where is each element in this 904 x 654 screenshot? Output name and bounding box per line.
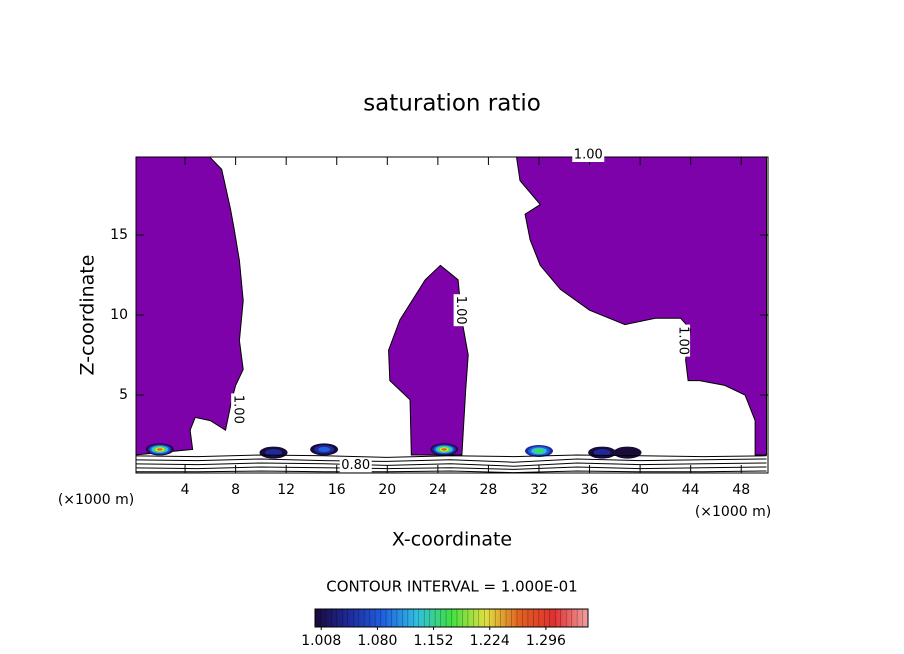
contour-line bbox=[136, 466, 767, 470]
x-tick-label: 8 bbox=[231, 482, 240, 498]
x-tick-label: 24 bbox=[429, 482, 447, 498]
x-unit-label: (×1000 m) bbox=[58, 492, 134, 508]
contour-region bbox=[516, 157, 767, 456]
y-tick-label: 15 bbox=[110, 227, 128, 243]
local-maximum bbox=[156, 448, 163, 451]
contour-region bbox=[388, 264, 469, 456]
contour-label: 0.80 bbox=[341, 458, 370, 473]
contour-label: 1.00 bbox=[231, 395, 246, 424]
colorbar: 1.008 1.080 1.152 1.224 1.296 bbox=[301, 608, 589, 649]
x-tick-label: 28 bbox=[480, 482, 498, 498]
x-tick-label: 12 bbox=[277, 482, 295, 498]
x-tick-label: 36 bbox=[581, 482, 599, 498]
contour-label: 1.00 bbox=[453, 296, 468, 325]
local-maximum bbox=[613, 446, 642, 459]
contour-label: 1.00 bbox=[676, 326, 691, 355]
x-tick-label: 44 bbox=[682, 482, 700, 498]
plot-area bbox=[136, 157, 767, 473]
contour-label-bg bbox=[676, 324, 691, 357]
colorbar-tick-label: 1.152 bbox=[414, 633, 454, 649]
local-maximum bbox=[318, 446, 331, 452]
x-tick-label: 32 bbox=[530, 482, 548, 498]
contour-label: 1.00 bbox=[574, 148, 603, 163]
x-tick-label: 40 bbox=[631, 482, 649, 498]
x-tick-label: 16 bbox=[328, 482, 346, 498]
contour-region bbox=[136, 157, 244, 456]
x-tick-label: 20 bbox=[378, 482, 396, 498]
contour-line bbox=[136, 462, 767, 467]
chart-title: saturation ratio bbox=[363, 91, 541, 117]
local-maximum bbox=[441, 448, 447, 451]
y-tick-label: 10 bbox=[110, 307, 128, 323]
contour-line bbox=[136, 470, 767, 473]
contour-label-bg bbox=[339, 458, 372, 473]
contour-label-bg bbox=[572, 148, 605, 162]
x-unit-label: (×1000 m) bbox=[695, 504, 771, 520]
local-maximum bbox=[593, 449, 611, 457]
x-tick-label: 48 bbox=[732, 482, 750, 498]
colorbar-tick-label: 1.080 bbox=[357, 633, 397, 649]
contour-line bbox=[136, 458, 767, 463]
contour-line bbox=[136, 454, 767, 458]
colorbar-tick-label: 1.224 bbox=[470, 633, 510, 649]
colorbar-tick-label: 1.008 bbox=[301, 633, 341, 649]
x-axis-label: X-coordinate bbox=[392, 529, 512, 551]
contour-interval: CONTOUR INTERVAL = 1.000E-01 bbox=[326, 578, 577, 596]
contour-label-bg bbox=[453, 294, 468, 327]
contour-label-bg bbox=[231, 393, 246, 426]
y-tick-label: 5 bbox=[119, 387, 128, 403]
y-axis-label: Z-coordinate bbox=[77, 255, 99, 376]
local-maximum bbox=[265, 449, 282, 457]
x-tick-label: 4 bbox=[181, 482, 190, 498]
colorbar-tick-label: 1.296 bbox=[526, 633, 566, 649]
local-maximum bbox=[534, 449, 544, 453]
